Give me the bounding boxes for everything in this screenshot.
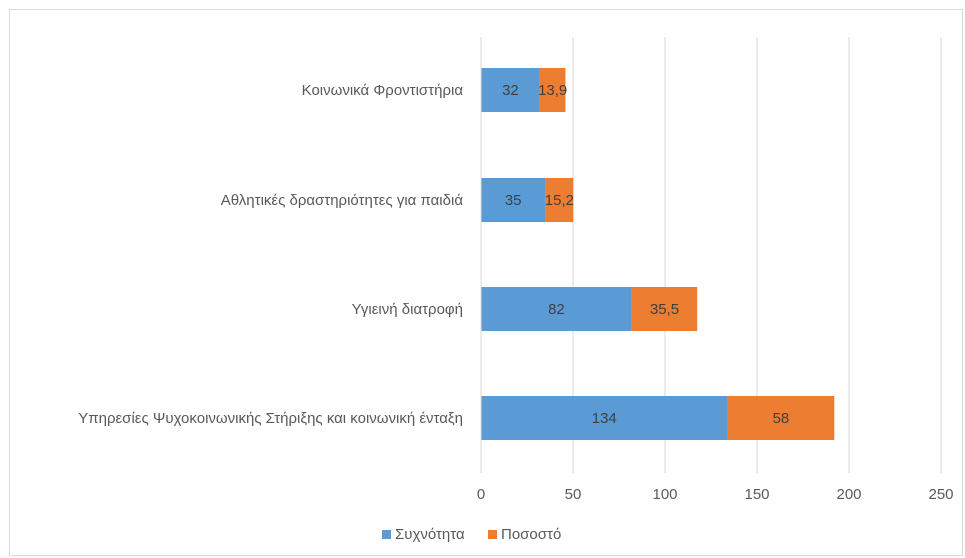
legend: Συχνότητα Ποσοστό bbox=[382, 526, 561, 543]
x-tick-label: 250 bbox=[928, 486, 953, 503]
x-tick-label: 200 bbox=[836, 486, 861, 503]
x-tick-label: 0 bbox=[477, 486, 485, 503]
data-labels: 32 13,9 35 15,2 82 35,5 134 58 bbox=[502, 82, 789, 427]
axes: 0 50 100 150 200 250 Κοινωνικά Φροντιστήρια Αθλ… bbox=[78, 37, 954, 503]
bars bbox=[481, 68, 835, 440]
bar-frequency bbox=[481, 68, 540, 112]
category-label: Υγιεινή διατροφή bbox=[352, 301, 463, 318]
x-tick-label: 100 bbox=[652, 486, 677, 503]
legend-swatch bbox=[488, 530, 497, 539]
data-label: 58 bbox=[773, 410, 790, 427]
data-label: 82 bbox=[548, 301, 565, 318]
category-label: Κοινωνικά Φροντιστήρια bbox=[302, 82, 464, 99]
bar-percentage bbox=[631, 287, 698, 331]
data-label: 32 bbox=[502, 82, 519, 99]
x-tick-label: 150 bbox=[744, 486, 769, 503]
bar-percentage bbox=[545, 178, 574, 222]
legend-label: Ποσοστό bbox=[501, 526, 561, 543]
bar-percentage bbox=[727, 396, 835, 440]
category-label: Υπηρεσίες Ψυχοκοινωνικής Στήριξης και κο… bbox=[78, 410, 463, 427]
data-label: 35,5 bbox=[650, 301, 679, 318]
bar-frequency bbox=[481, 396, 728, 440]
legend-label: Συχνότητα bbox=[395, 526, 465, 543]
legend-swatch bbox=[382, 530, 391, 539]
bar-percentage bbox=[539, 68, 566, 112]
x-tick-label: 50 bbox=[565, 486, 582, 503]
category-label: Αθλητικές δραστηριότητες για παιδιά bbox=[221, 192, 464, 209]
data-label: 134 bbox=[592, 410, 617, 427]
data-label: 15,2 bbox=[545, 192, 574, 209]
bar-frequency bbox=[481, 178, 546, 222]
data-label: 35 bbox=[505, 192, 522, 209]
bar-frequency bbox=[481, 287, 632, 331]
data-label: 13,9 bbox=[538, 82, 567, 99]
